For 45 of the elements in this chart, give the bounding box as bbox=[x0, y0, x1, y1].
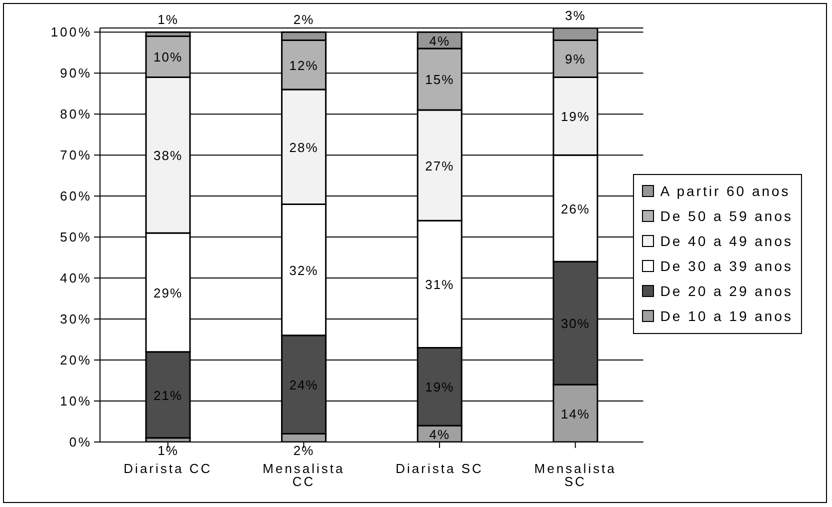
data-label: 15% bbox=[425, 72, 454, 88]
data-label: 12% bbox=[289, 58, 318, 73]
data-label: 4% bbox=[429, 426, 450, 442]
data-label: 26% bbox=[560, 201, 590, 216]
y-tick-label: 50% bbox=[60, 230, 92, 245]
legend-label: De 50 a 59 anos bbox=[660, 208, 793, 224]
data-label: 9% bbox=[565, 52, 586, 67]
x-tick-label: Diarista SC bbox=[396, 461, 484, 476]
data-label: 38% bbox=[153, 148, 183, 164]
data-label: 32% bbox=[289, 262, 318, 278]
legend-label: De 40 a 49 anos bbox=[660, 233, 793, 249]
legend-label: De 10 a 19 anos bbox=[660, 308, 793, 324]
y-tick-label: 30% bbox=[60, 312, 92, 327]
y-tick-label: 40% bbox=[60, 270, 92, 286]
y-tick-label: 100% bbox=[50, 24, 92, 40]
x-tick-label: Mensalista CC bbox=[262, 461, 345, 490]
y-tick-label: 70% bbox=[60, 148, 92, 163]
data-label: 3% bbox=[565, 8, 586, 23]
data-label: 1% bbox=[158, 443, 178, 458]
data-label: 24% bbox=[289, 378, 318, 393]
data-label: 2% bbox=[293, 443, 314, 458]
data-label: 4% bbox=[429, 33, 450, 48]
data-label: 19% bbox=[560, 109, 590, 124]
y-tick-label: 90% bbox=[60, 66, 92, 81]
data-label: 21% bbox=[153, 388, 183, 403]
x-tick-label: Mensalista SC bbox=[534, 461, 616, 490]
y-tick-label: 80% bbox=[60, 106, 92, 122]
data-label: 31% bbox=[425, 277, 454, 292]
data-label: 30% bbox=[560, 316, 590, 332]
data-label: 10% bbox=[153, 50, 183, 65]
data-label: 29% bbox=[153, 285, 183, 300]
legend-label: De 30 a 39 anos bbox=[660, 258, 793, 274]
data-label: 28% bbox=[289, 140, 318, 155]
data-label: 14% bbox=[560, 406, 590, 422]
legend-label: De 20 a 29 anos bbox=[660, 283, 793, 299]
data-label: 2% bbox=[293, 12, 314, 28]
legend-label: A partir 60 anos bbox=[660, 183, 790, 199]
y-tick-label: 0% bbox=[69, 434, 92, 450]
y-tick-label: 60% bbox=[60, 188, 92, 204]
x-tick-label: Diarista CC bbox=[124, 461, 212, 476]
data-label: 19% bbox=[425, 380, 454, 395]
y-tick-label: 10% bbox=[60, 394, 92, 409]
data-label: 27% bbox=[425, 158, 454, 174]
data-label: 1% bbox=[158, 12, 178, 28]
y-tick-label: 20% bbox=[60, 352, 92, 368]
